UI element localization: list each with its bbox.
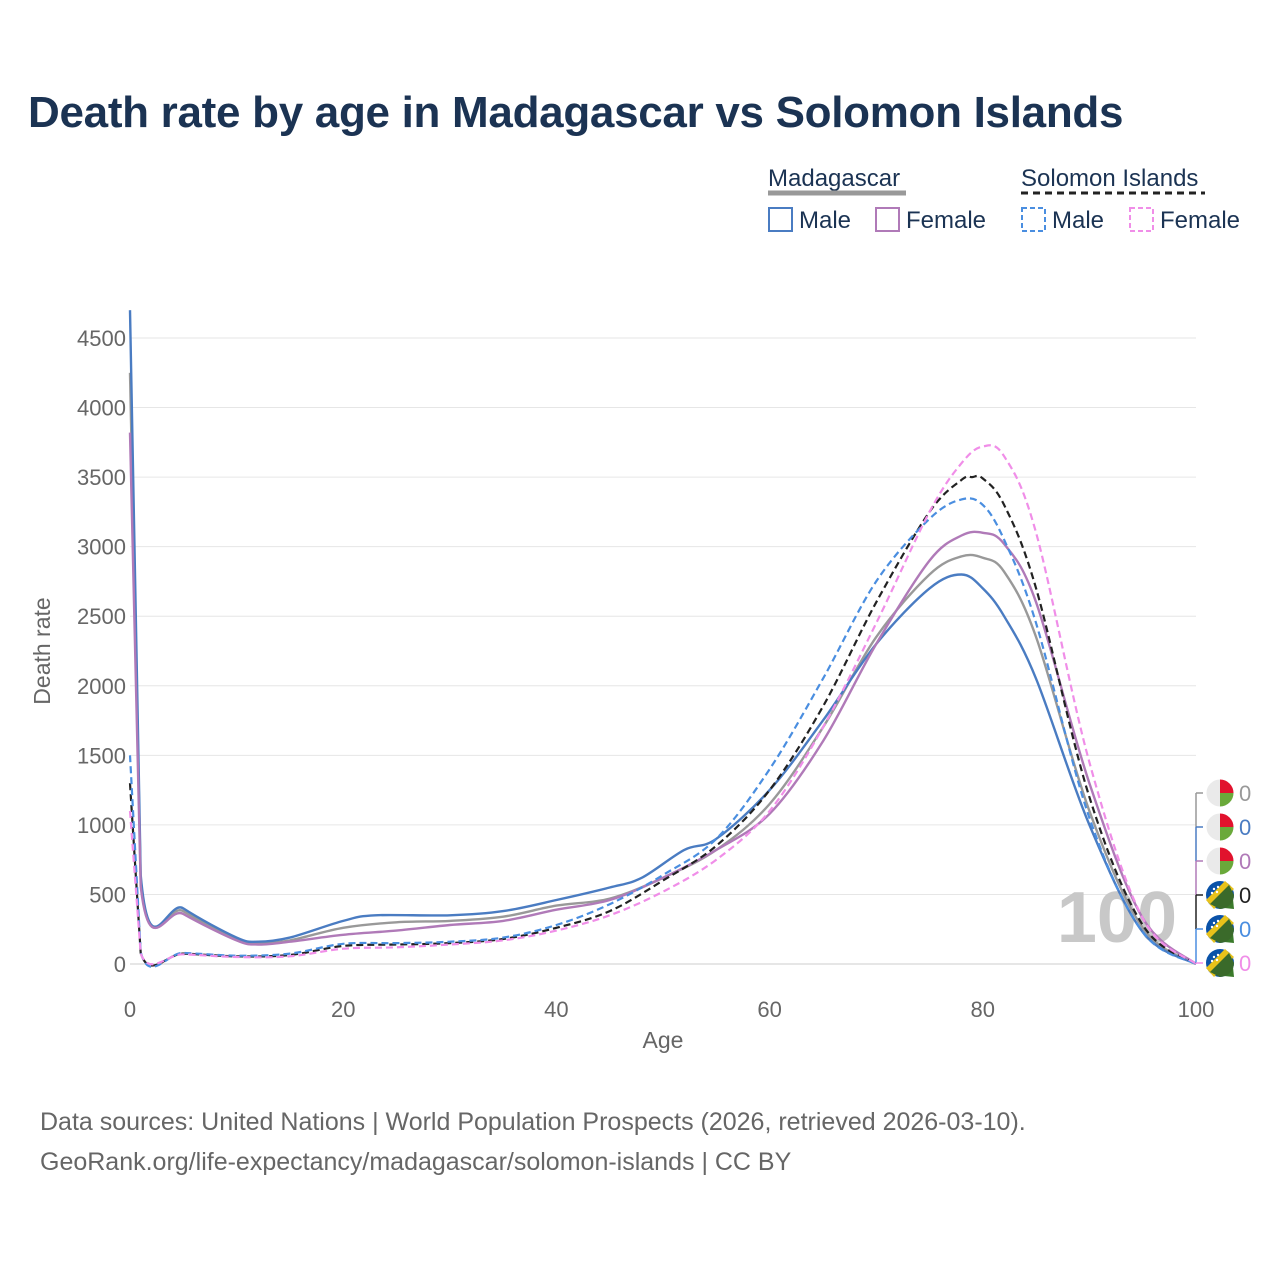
y-tick-label: 4000 bbox=[77, 396, 126, 421]
legend-item-solomon-male[interactable]: Male bbox=[1052, 207, 1104, 234]
y-tick-label: 1000 bbox=[77, 813, 126, 838]
series-line-5[interactable] bbox=[128, 444, 1197, 966]
legend-item-solomon-female[interactable]: Female bbox=[1160, 207, 1240, 234]
series-line-3[interactable] bbox=[128, 474, 1197, 967]
y-tick-label: 0 bbox=[114, 952, 126, 977]
source-line-2[interactable]: GeoRank.org/life-expectancy/madagascar/s… bbox=[40, 1148, 792, 1176]
x-tick-label: 0 bbox=[124, 997, 136, 1022]
end-label-connectors bbox=[1195, 792, 1203, 964]
series-line-0[interactable] bbox=[128, 372, 1197, 966]
y-tick-label: 2000 bbox=[77, 674, 126, 699]
solomon-islands-flag-icon bbox=[1206, 949, 1234, 977]
legend-item-madagascar-female[interactable]: Female bbox=[906, 207, 986, 234]
legend-item-madagascar-male[interactable]: Male bbox=[799, 207, 851, 234]
legend-swatch-solomon-female bbox=[1129, 207, 1154, 232]
end-label-value: 0 bbox=[1239, 815, 1251, 840]
end-label-value: 0 bbox=[1239, 781, 1251, 806]
x-axis-title: Age bbox=[643, 1027, 684, 1053]
chart-title: Death rate by age in Madagascar vs Solom… bbox=[28, 88, 1124, 137]
y-tick-label: 3500 bbox=[77, 465, 126, 490]
y-tick-label: 500 bbox=[89, 882, 126, 907]
madagascar-flag-icon bbox=[1205, 812, 1235, 842]
legend-group-madagascar: Madagascar bbox=[768, 165, 900, 192]
x-tick-label: 60 bbox=[757, 997, 781, 1022]
legend-swatch-solomon-male bbox=[1021, 207, 1046, 232]
x-tick-label: 100 bbox=[1178, 997, 1215, 1022]
x-tick-label: 40 bbox=[544, 997, 568, 1022]
y-tick-label: 1500 bbox=[77, 743, 126, 768]
y-tick-label: 2500 bbox=[77, 604, 126, 629]
end-label-value: 0 bbox=[1239, 917, 1251, 942]
end-label-value: 0 bbox=[1239, 883, 1251, 908]
end-labels: 0 0 0 0 0 0 bbox=[1195, 778, 1251, 977]
solomon-islands-flag-icon bbox=[1206, 915, 1234, 943]
grid bbox=[130, 337, 1196, 965]
madagascar-flag-icon bbox=[1205, 846, 1235, 876]
legend-group-solomon-islands: Solomon Islands bbox=[1021, 165, 1198, 192]
series-line-2[interactable] bbox=[128, 432, 1197, 965]
y-axis-title: Death rate bbox=[29, 597, 55, 704]
legend-swatch-madagascar-female bbox=[875, 207, 900, 232]
x-tick-label: 20 bbox=[331, 997, 355, 1022]
series-group bbox=[128, 310, 1197, 968]
solomon-islands-flag-icon bbox=[1206, 881, 1234, 909]
series-line-1[interactable] bbox=[128, 310, 1197, 966]
end-label-value: 0 bbox=[1239, 951, 1251, 976]
y-tick-label: 3000 bbox=[77, 535, 126, 560]
legend: Madagascar Male Female Solomon Islands M… bbox=[768, 165, 1240, 234]
y-tick-label: 4500 bbox=[77, 326, 126, 351]
series-line-4[interactable] bbox=[128, 497, 1197, 968]
end-label-value: 0 bbox=[1239, 849, 1251, 874]
legend-swatch-madagascar-male bbox=[768, 207, 793, 232]
axes: 0 500 1000 1500 2000 2500 3000 3500 4000 4500 0 20 4… bbox=[29, 326, 1214, 1053]
x-tick-label: 80 bbox=[971, 997, 995, 1022]
madagascar-flag-icon bbox=[1205, 778, 1235, 808]
source-line-1: Data sources: United Nations | World Pop… bbox=[40, 1108, 1026, 1136]
